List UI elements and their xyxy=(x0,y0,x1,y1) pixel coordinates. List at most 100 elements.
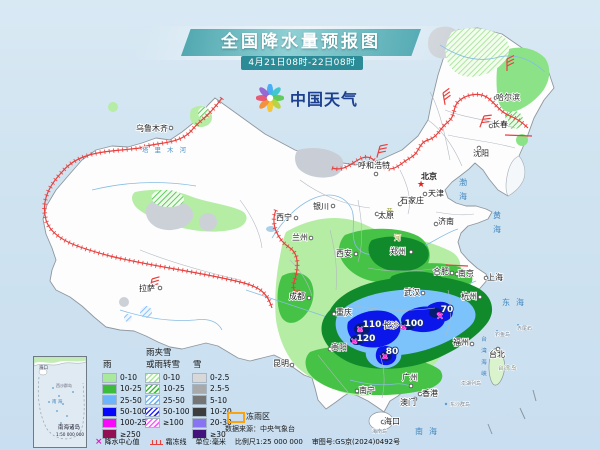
city-dot xyxy=(354,388,360,394)
city-label: 重庆 xyxy=(336,307,352,317)
city-label: 南宁 xyxy=(359,385,375,395)
legend-swatch xyxy=(145,406,160,417)
city-label: 济南 xyxy=(438,216,454,226)
city-dot xyxy=(477,294,483,300)
geo-label: 东沙群岛 xyxy=(450,401,470,408)
legend-snow-column: 雪 0-2.5 2.5-5 5-10 10-20 20-30 ≥30 xyxy=(192,358,232,440)
legend-swatch xyxy=(102,383,117,394)
inset-title: 南海诸岛 xyxy=(58,425,81,431)
city-dot xyxy=(420,290,426,296)
wind-barb-icon xyxy=(479,114,492,128)
city-dot xyxy=(454,271,460,277)
inset-label: 南 海 xyxy=(52,400,63,405)
city-dot xyxy=(168,125,174,131)
legend-item: ≥100 xyxy=(145,417,190,428)
sea-label: 南海 xyxy=(415,426,443,436)
legend-label: 50-100 xyxy=(120,407,147,417)
legend-swatch xyxy=(145,417,160,428)
legend-label: 20-30 xyxy=(210,418,232,428)
legend-label: 5-10 xyxy=(210,395,228,405)
geo-label: 河 xyxy=(394,234,401,242)
sea-label: 东海 xyxy=(502,297,530,307)
legend-label: 25-50 xyxy=(120,395,142,405)
city-label: 海口 xyxy=(384,416,400,426)
city-label: 贵阳 xyxy=(331,342,347,352)
city-dot xyxy=(469,341,475,347)
legend-label: 2.5-5 xyxy=(210,384,230,394)
legend-item: 25-50 xyxy=(102,395,151,406)
legend-note-label: 单位:毫米 xyxy=(195,438,226,446)
city-label: 昆明 xyxy=(273,359,289,368)
city-label: 南京 xyxy=(458,268,474,278)
sea-label: 台湾海峡 xyxy=(480,335,487,382)
city-label: 香港 xyxy=(422,388,438,398)
city-dot xyxy=(422,191,428,197)
data-source: 数据来源：中央气象台 xyxy=(225,425,295,433)
city-dot xyxy=(433,221,439,227)
city-dot xyxy=(330,203,336,209)
city-dot xyxy=(373,171,379,177)
legend-label: 10-20 xyxy=(210,407,232,417)
legend-item: 50-100 xyxy=(145,406,190,417)
legend-label: 50-100 xyxy=(163,407,190,417)
city-dot xyxy=(495,346,501,352)
legend-label: 0-2.5 xyxy=(210,373,230,383)
city-dot xyxy=(331,311,337,317)
city-label: 银川 xyxy=(313,201,329,211)
boundary-dashes xyxy=(487,389,537,435)
city-label: 拉萨 xyxy=(139,283,155,293)
city-label: 武汉 xyxy=(404,287,420,297)
city-label: 上海 xyxy=(487,272,503,282)
legend-label: 0-10 xyxy=(163,373,181,383)
wind-barb-icon xyxy=(149,276,160,291)
geo-label: 赤尾屿 xyxy=(517,325,532,332)
city-label: 广州 xyxy=(402,372,418,382)
precip-center-mark: × xyxy=(350,337,358,347)
korea-landmass xyxy=(505,155,526,197)
legend-item: 50-100 xyxy=(102,406,151,417)
legend-item: 0-10 xyxy=(145,372,190,383)
city-label: 杭州 xyxy=(461,291,477,301)
legend-note-label: 审图号:GS京(2024)0492号 xyxy=(311,438,401,446)
legend-label: 10-25 xyxy=(120,384,142,394)
legend-swatch xyxy=(102,372,117,383)
legend-snow-title: 雪 xyxy=(193,360,202,370)
frost-line xyxy=(42,92,533,309)
city-label: 沈阳 xyxy=(473,148,489,158)
legend-item: ≥250 xyxy=(102,428,151,440)
legend-label: ≥30 xyxy=(210,429,226,439)
legend-swatch xyxy=(192,383,207,394)
legend-swatch xyxy=(145,383,160,394)
legend-swatch xyxy=(102,406,117,417)
sea-label: 黄海 xyxy=(493,210,502,239)
precip-center-value: 110 xyxy=(363,320,382,330)
province-borders xyxy=(139,91,516,399)
legend-item: 25-50 xyxy=(145,395,190,406)
legend-sleet-title: 雨夹雪 或雨转雪 xyxy=(146,348,181,370)
wind-barb-icon xyxy=(506,54,515,71)
geo-label: 钓鱼岛 xyxy=(495,331,510,338)
small-islands xyxy=(444,324,519,406)
legend-item: 10-25 xyxy=(145,383,190,394)
legend-item: 0-10 xyxy=(102,372,151,383)
legend-swatch xyxy=(192,429,207,440)
legend-note-label: 比例尺1:25 000 000 xyxy=(234,438,303,446)
city-dot xyxy=(408,383,414,389)
freezing-rain-zone-label: 冻雨区 xyxy=(246,412,270,421)
legend-note: 单位:毫米 xyxy=(196,437,226,447)
city-dot xyxy=(493,95,499,101)
city-dot xyxy=(380,419,386,425)
legend-notes-row: × 降水中心值 霜冻线 单位:毫米 比例尺1:25 000 000 审图号:GS京(202… xyxy=(95,437,555,447)
inset-scale: 1:50 000 000 xyxy=(56,432,85,437)
city-dot xyxy=(488,123,494,129)
city-label: 北京 xyxy=(421,171,437,181)
precip-center-mark: × xyxy=(381,352,389,362)
legend-item: 0-2.5 xyxy=(192,372,232,383)
legend-swatch xyxy=(192,372,207,383)
city-dot xyxy=(293,215,299,221)
legend-note-label: 霜冻线 xyxy=(165,438,187,446)
inset-label: 海口 xyxy=(39,366,48,371)
city-dot xyxy=(412,396,418,402)
wind-barb-icon xyxy=(442,87,451,105)
legend-swatch xyxy=(192,406,207,417)
